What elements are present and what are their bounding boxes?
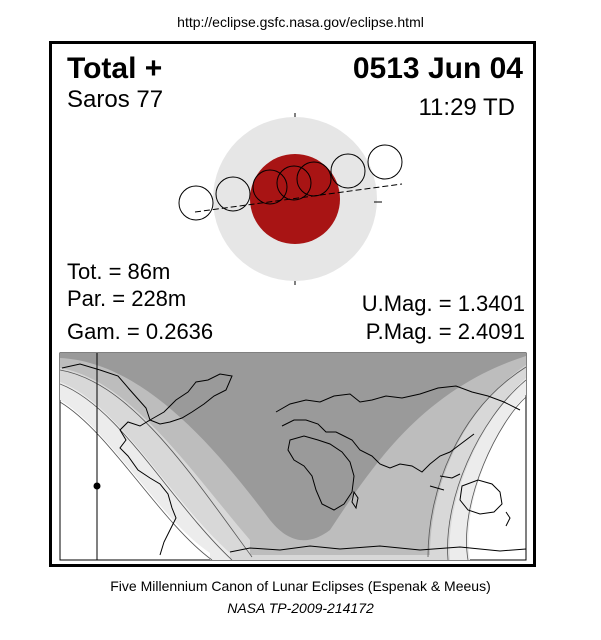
moon-position-u1 — [215, 176, 251, 212]
eurasia-north — [275, 385, 521, 413]
americas-coast — [61, 363, 177, 556]
new-zealand — [505, 511, 511, 527]
moon-position-greatest — [276, 165, 312, 201]
australia — [459, 479, 503, 515]
eclipse-panel-frame — [49, 41, 536, 567]
penumbral-magnitude: P.Mag. = 2.4091 — [365, 319, 525, 344]
moon-position-u3 — [296, 161, 332, 197]
africa — [287, 435, 355, 511]
greenland — [148, 373, 233, 425]
moon-position-u2 — [252, 169, 288, 205]
partial-duration: Par. = 228m — [67, 286, 187, 311]
coastlines — [61, 363, 526, 556]
gamma-value: Gam. = 0.2636 — [67, 319, 214, 344]
eclipse-type: Total + — [67, 52, 163, 85]
eclipse-date: 0513 Jun 04 — [352, 52, 523, 85]
eurasia-south — [281, 419, 475, 473]
moon-position-p1 — [178, 185, 214, 221]
indonesia — [429, 473, 461, 491]
sub-lunar-point — [93, 482, 101, 490]
canon-credit: Five Millennium Canon of Lunar Eclipses … — [110, 578, 491, 594]
umbral-magnitude: U.Mag. = 1.3401 — [361, 291, 525, 316]
greatest-eclipse-time: 11:29 TD — [418, 94, 515, 121]
umbra-shadow — [250, 154, 340, 244]
moon-position-p4 — [367, 144, 403, 180]
source-url[interactable]: http://eclipse.gsfc.nasa.gov/eclipse.htm… — [177, 14, 424, 30]
antarctica — [229, 545, 526, 553]
saros-number: Saros 77 — [67, 86, 164, 113]
madagascar — [351, 490, 359, 510]
moon-path — [194, 183, 403, 213]
shadow-diagram — [178, 113, 403, 285]
visibility-map — [59, 352, 527, 561]
moon-position-u4 — [330, 153, 366, 189]
totality-duration: Tot. = 86m — [67, 259, 171, 284]
publication-number: NASA TP-2009-214172 — [227, 600, 374, 616]
